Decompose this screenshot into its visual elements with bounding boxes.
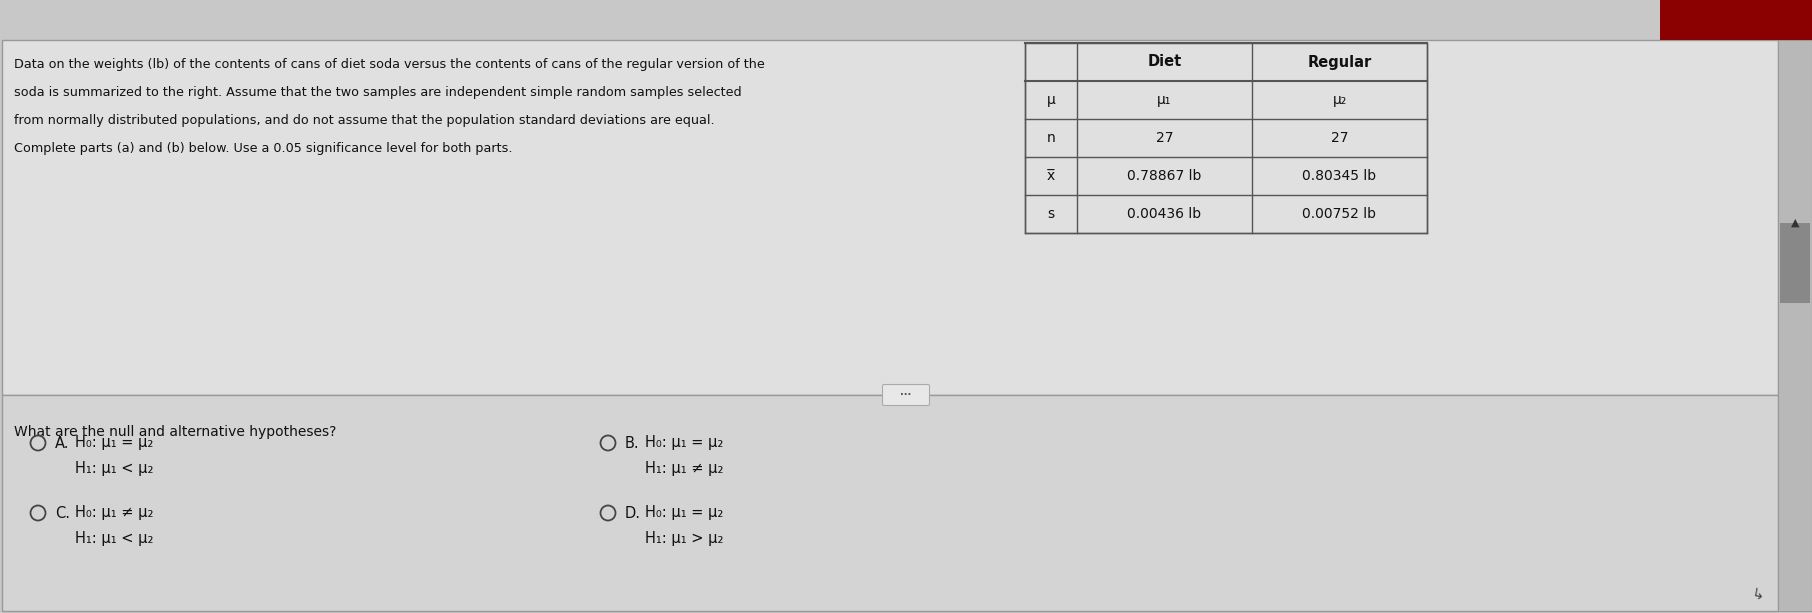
Bar: [2, 40, 1778, 395]
Text: s: s: [1047, 207, 1055, 221]
Bar: [1779, 223, 1810, 303]
Text: H₀: μ₁ ≠ μ₂: H₀: μ₁ ≠ μ₂: [74, 506, 154, 520]
Text: H₀: μ₁ = μ₂: H₀: μ₁ = μ₂: [645, 435, 723, 451]
Bar: [1026, 43, 1428, 233]
Text: 0.00752 lb: 0.00752 lb: [1303, 207, 1377, 221]
Text: 27: 27: [1156, 131, 1172, 145]
Text: H₀: μ₁ = μ₂: H₀: μ₁ = μ₂: [74, 435, 154, 451]
Text: μ₁: μ₁: [1158, 93, 1172, 107]
Text: x̅: x̅: [1047, 169, 1055, 183]
Text: from normally distributed populations, and do not assume that the population sta: from normally distributed populations, a…: [14, 114, 714, 127]
Text: ▲: ▲: [1790, 218, 1799, 228]
Text: What are the null and alternative hypotheses?: What are the null and alternative hypoth…: [14, 425, 337, 439]
Text: Regular: Regular: [1308, 55, 1372, 69]
Text: H₁: μ₁ < μ₂: H₁: μ₁ < μ₂: [74, 530, 154, 546]
Text: μ: μ: [1047, 93, 1055, 107]
Text: 0.78867 lb: 0.78867 lb: [1127, 169, 1201, 183]
Text: C.: C.: [54, 506, 71, 520]
Bar: [1778, 40, 1812, 611]
Text: Data on the weights (lb) of the contents of cans of diet soda versus the content: Data on the weights (lb) of the contents…: [14, 58, 765, 71]
Text: H₁: μ₁ ≠ μ₂: H₁: μ₁ ≠ μ₂: [645, 460, 723, 476]
Text: n: n: [1047, 131, 1055, 145]
Text: A.: A.: [54, 435, 69, 451]
Text: B.: B.: [625, 435, 640, 451]
Text: soda is summarized to the right. Assume that the two samples are independent sim: soda is summarized to the right. Assume …: [14, 86, 741, 99]
FancyBboxPatch shape: [882, 384, 930, 406]
Bar: [2, 395, 1778, 611]
Text: D.: D.: [625, 506, 641, 520]
Text: 27: 27: [1330, 131, 1348, 145]
Text: 0.80345 lb: 0.80345 lb: [1303, 169, 1377, 183]
Bar: [1660, 0, 1812, 40]
Text: H₁: μ₁ > μ₂: H₁: μ₁ > μ₂: [645, 530, 723, 546]
Text: ↳: ↳: [1750, 587, 1765, 603]
Text: μ₂: μ₂: [1332, 93, 1346, 107]
Text: Diet: Diet: [1147, 55, 1181, 69]
Text: ···: ···: [901, 390, 911, 400]
Text: 0.00436 lb: 0.00436 lb: [1127, 207, 1201, 221]
Text: H₀: μ₁ = μ₂: H₀: μ₁ = μ₂: [645, 506, 723, 520]
Text: Complete parts (a) and (b) below. Use a 0.05 significance level for both parts.: Complete parts (a) and (b) below. Use a …: [14, 142, 513, 155]
Text: H₁: μ₁ < μ₂: H₁: μ₁ < μ₂: [74, 460, 154, 476]
